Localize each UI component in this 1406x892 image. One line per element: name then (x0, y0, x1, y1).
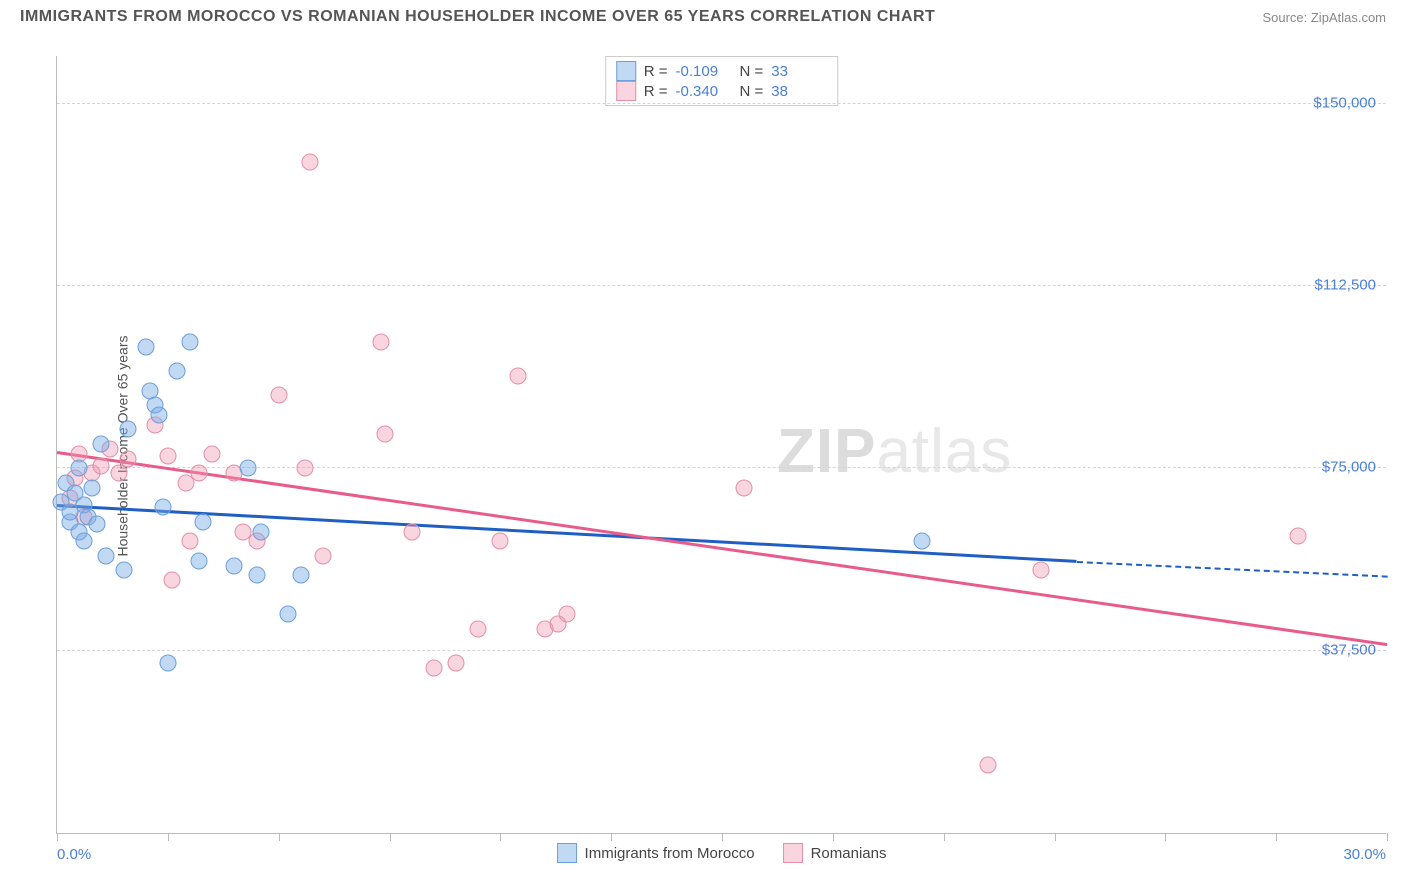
x-tick (1276, 833, 1277, 841)
series-legend: Immigrants from Morocco Romanians (557, 843, 887, 863)
y-tick-label: $37,500 (1322, 641, 1376, 658)
data-point-romanians (190, 465, 207, 482)
data-point-romanians (510, 367, 527, 384)
data-point-morocco (252, 523, 269, 540)
r-val: -0.340 (676, 83, 732, 100)
x-tick (1165, 833, 1166, 841)
legend-item: Immigrants from Morocco (557, 843, 755, 863)
data-point-morocco (84, 479, 101, 496)
data-point-romanians (93, 457, 110, 474)
legend-item: Romanians (783, 843, 887, 863)
n-label: N = (740, 83, 764, 100)
data-point-morocco (279, 606, 296, 623)
y-tick-label: $75,000 (1322, 459, 1376, 476)
gridline (57, 285, 1386, 286)
data-point-morocco (88, 516, 105, 533)
n-val: 38 (771, 83, 827, 100)
source-attribution: Source: ZipAtlas.com (1262, 10, 1386, 25)
data-point-romanians (182, 533, 199, 550)
watermark: ZIPatlas (777, 416, 1012, 487)
data-point-morocco (71, 460, 88, 477)
x-tick (611, 833, 612, 841)
gridline (57, 650, 1386, 651)
data-point-morocco (119, 421, 136, 438)
data-point-morocco (155, 499, 172, 516)
data-point-romanians (297, 460, 314, 477)
data-point-morocco (182, 333, 199, 350)
y-tick-label: $112,500 (1315, 276, 1376, 293)
x-tick (944, 833, 945, 841)
r-label: R = (644, 63, 668, 80)
legend-label: Immigrants from Morocco (585, 845, 755, 862)
data-point-romanians (164, 572, 181, 589)
data-point-romanians (492, 533, 509, 550)
x-tick (279, 833, 280, 841)
data-point-morocco (115, 562, 132, 579)
scatter-chart: ZIPatlas R =-0.109N =33R =-0.340N =38 0.… (56, 56, 1386, 834)
data-point-romanians (372, 333, 389, 350)
data-point-romanians (119, 450, 136, 467)
legend-swatch (616, 61, 636, 81)
n-label: N = (740, 63, 764, 80)
n-val: 33 (771, 63, 827, 80)
x-axis-end-label: 30.0% (1343, 846, 1386, 863)
data-point-romanians (111, 465, 128, 482)
data-point-romanians (301, 153, 318, 170)
data-point-romanians (403, 523, 420, 540)
x-tick (500, 833, 501, 841)
data-point-morocco (913, 533, 930, 550)
data-point-romanians (558, 606, 575, 623)
gridline (57, 103, 1386, 104)
r-val: -0.109 (676, 63, 732, 80)
data-point-morocco (226, 557, 243, 574)
data-point-morocco (239, 460, 256, 477)
watermark-light: atlas (876, 417, 1012, 486)
data-point-romanians (448, 654, 465, 671)
data-point-morocco (190, 552, 207, 569)
x-axis-start-label: 0.0% (57, 846, 91, 863)
x-tick (1055, 833, 1056, 841)
data-point-morocco (168, 363, 185, 380)
data-point-romanians (270, 387, 287, 404)
data-point-morocco (137, 338, 154, 355)
data-point-romanians (1290, 528, 1307, 545)
data-point-romanians (315, 547, 332, 564)
data-point-morocco (93, 436, 110, 453)
data-point-morocco (75, 533, 92, 550)
x-tick (833, 833, 834, 841)
x-tick (390, 833, 391, 841)
data-point-romanians (377, 426, 394, 443)
data-point-morocco (248, 567, 265, 584)
chart-title: IMMIGRANTS FROM MOROCCO VS ROMANIAN HOUS… (20, 8, 935, 26)
x-tick (1387, 833, 1388, 841)
x-tick (57, 833, 58, 841)
legend-swatch (557, 843, 577, 863)
data-point-romanians (980, 756, 997, 773)
data-point-morocco (97, 547, 114, 564)
legend-label: Romanians (811, 845, 887, 862)
data-point-morocco (159, 654, 176, 671)
x-tick (168, 833, 169, 841)
regression-line-extrapolated (1077, 561, 1387, 578)
legend-swatch (616, 81, 636, 101)
r-label: R = (644, 83, 668, 100)
correlation-legend-row: R = -0.109 N = 33 (616, 61, 828, 81)
legend-swatch (783, 843, 803, 863)
data-point-romanians (159, 448, 176, 465)
data-point-morocco (150, 406, 167, 423)
correlation-legend: R = -0.109 N = 33 R = -0.340 N = 38 (605, 56, 839, 106)
data-point-morocco (195, 513, 212, 530)
data-point-romanians (736, 479, 753, 496)
data-point-romanians (1033, 562, 1050, 579)
data-point-romanians (470, 620, 487, 637)
y-tick-label: $150,000 (1313, 94, 1376, 111)
gridline (57, 467, 1386, 468)
data-point-romanians (425, 659, 442, 676)
data-point-morocco (292, 567, 309, 584)
data-point-romanians (204, 445, 221, 462)
watermark-bold: ZIP (777, 417, 876, 486)
x-tick (722, 833, 723, 841)
correlation-legend-row: R = -0.340 N = 38 (616, 81, 828, 101)
